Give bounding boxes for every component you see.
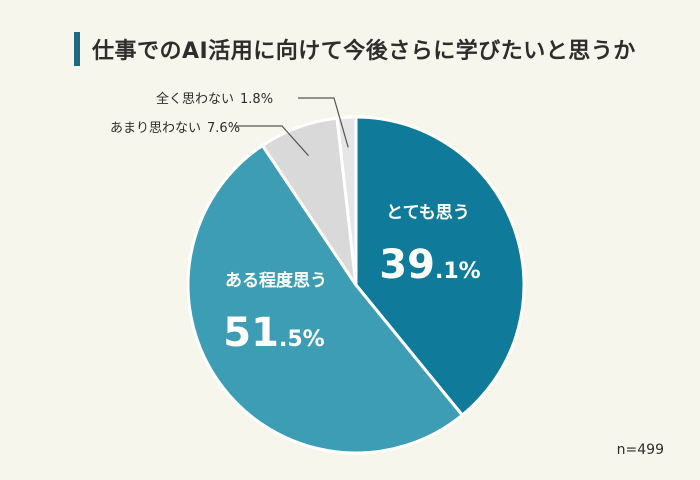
slice-label-amari-text: あまり思わない xyxy=(110,121,201,136)
leader-line-amari xyxy=(234,125,309,157)
slice-value-aruteido-dec: .5% xyxy=(279,327,325,352)
slice-value-amari: 7.6% xyxy=(207,121,240,136)
pie-slice-aruteido xyxy=(186,143,465,455)
slice-value-totemo: 39.1% xyxy=(379,242,480,288)
chart-title-group: 仕事でのAI活用に向けて今後さらに学びたいと思うか xyxy=(74,32,636,66)
slice-value-aruteido-int: 51 xyxy=(223,310,279,356)
pie-slice-mattaku xyxy=(335,115,358,286)
slice-label-mattaku-text: 全く思わない xyxy=(156,91,234,107)
slice-label-mattaku: 全く思わない 1.8% xyxy=(156,91,273,107)
leader-lines xyxy=(234,97,349,157)
sample-size-label: n=499 xyxy=(616,442,664,458)
slice-value-mattaku: 1.8% xyxy=(240,92,273,107)
pie-slices xyxy=(186,115,526,455)
slice-value-totemo-int: 39 xyxy=(379,242,435,288)
slice-value-aruteido: 51.5% xyxy=(223,310,324,356)
chart-title: 仕事でのAI活用に向けて今後さらに学びたいと思うか xyxy=(92,39,636,64)
slice-label-amari: あまり思わない 7.6% xyxy=(110,121,240,136)
leader-line-mattaku xyxy=(298,97,349,148)
slice-label-aruteido: ある程度思う xyxy=(225,270,327,291)
slice-value-totemo-dec: .1% xyxy=(435,259,481,284)
pie-slice-totemo xyxy=(354,115,526,418)
slice-label-totemo: とても思う xyxy=(386,203,470,223)
title-accent-bar xyxy=(74,32,80,66)
